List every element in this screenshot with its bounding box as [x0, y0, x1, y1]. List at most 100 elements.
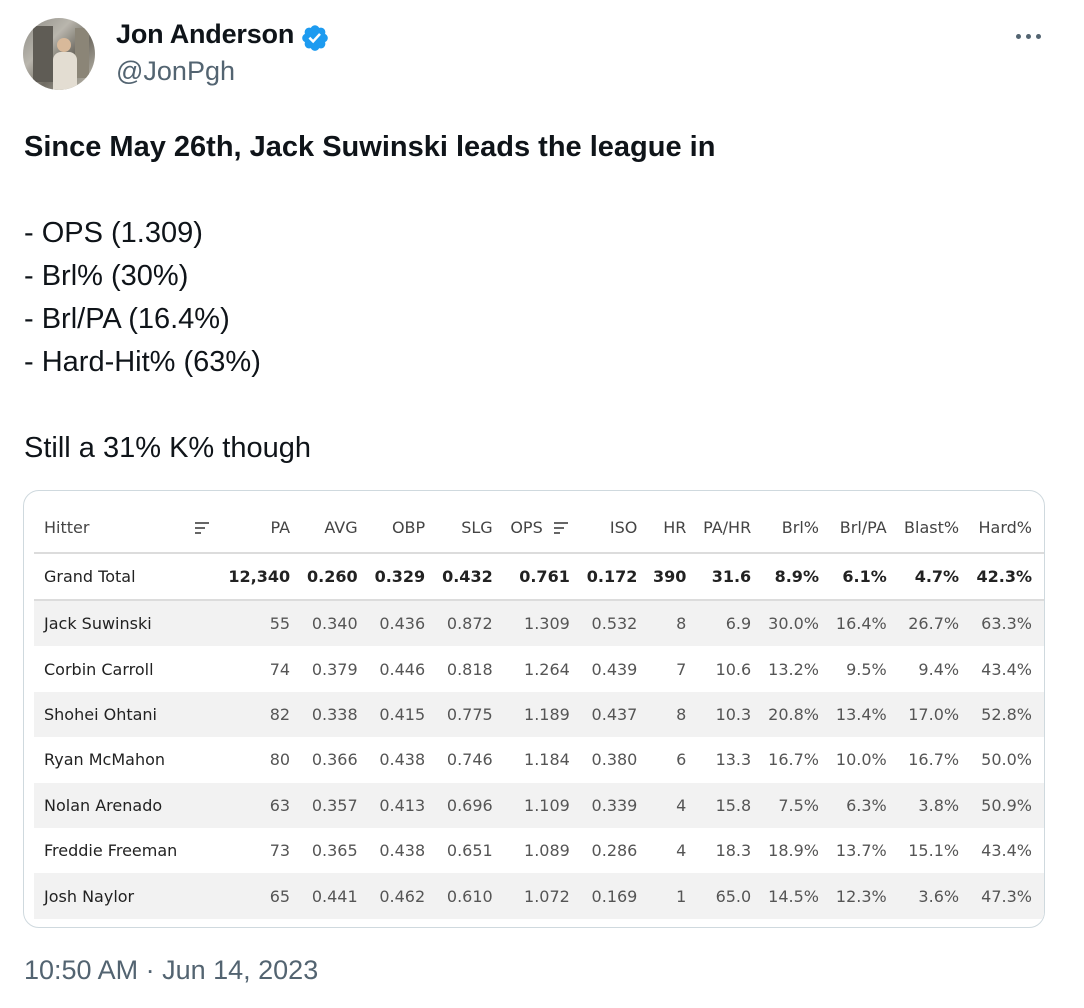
table-cell: 43.4% — [981, 841, 1032, 861]
avatar[interactable] — [23, 18, 95, 90]
column-header: Brl% — [781, 517, 819, 537]
table-cell: 65 — [222, 873, 303, 919]
table-cell: 30.0% — [763, 600, 831, 647]
table-cell: 12,340 — [222, 552, 303, 601]
sort-icon — [553, 522, 568, 534]
table-row: Ryan McMahon 80 0.366 0.438 0.746 1.184 0.380 6… — [34, 737, 1044, 782]
table-cell: 8.9% — [763, 552, 831, 601]
tweet-timestamp[interactable]: 10:50 AM · Jun 14, 2023 — [24, 955, 319, 985]
table-cell: 0.775 — [437, 691, 505, 738]
table-cell: 0.357 — [302, 782, 370, 828]
table-cell: 7.5% — [763, 782, 831, 828]
table-cell: 47.3% — [971, 873, 1044, 919]
table-cell: 0.339 — [581, 782, 650, 828]
more-horizontal-icon[interactable] — [1010, 22, 1046, 50]
table-cell: 1.264 — [524, 659, 570, 679]
table-cell: 0.329 — [369, 552, 438, 601]
table-cell: 1.089 — [524, 841, 570, 861]
table-cell: 0.761 — [504, 552, 582, 601]
table-cell: 16.7% — [908, 750, 960, 770]
sort-icon — [194, 522, 209, 534]
table-cell: 0.380 — [591, 750, 638, 770]
table-cell: 0.365 — [311, 841, 358, 861]
dot — [1035, 33, 1041, 39]
column-header-ops: OPS — [505, 502, 582, 553]
table-row: Josh Naylor 65 0.441 0.462 0.610 1.072 0.169 1 6… — [34, 873, 1044, 919]
table-cell: 15.1% — [908, 841, 960, 861]
table-cell: 6.1% — [830, 552, 899, 601]
table-cell: 6.3% — [830, 782, 899, 828]
table-cell: 13.4% — [830, 691, 899, 738]
table-row: Corbin Carroll 74 0.379 0.446 0.818 1.264 0.43… — [34, 646, 1044, 691]
hitter-name-cell: Nolan Arenado — [34, 782, 223, 828]
table-cell: 0.818 — [446, 659, 493, 679]
table-cell: 0.439 — [591, 659, 638, 679]
table-cell: 0.446 — [379, 659, 426, 679]
hitter-name-cell: Josh Naylor — [34, 873, 223, 919]
tweet-bullet: - Brl/PA (16.4%) — [24, 303, 230, 335]
table-cell: 26.7% — [898, 600, 972, 647]
table-cell: 12.3% — [830, 873, 899, 919]
table-cell: 6 — [676, 750, 687, 770]
table-cell: 31.6 — [698, 552, 764, 601]
table-cell: 1.072 — [504, 873, 582, 919]
table-cell: 73 — [269, 841, 291, 861]
table-cell: 3.6% — [898, 873, 972, 919]
table-cell: 390 — [649, 552, 699, 601]
author-handle[interactable]: @JonPgh — [116, 56, 235, 86]
table-cell: 0.532 — [581, 600, 650, 647]
table-cell: 20.8% — [763, 691, 831, 738]
table-cell: 10.3 — [698, 691, 764, 738]
table-cell: 0.437 — [581, 691, 650, 738]
table-cell: 10.0% — [835, 750, 887, 770]
table-header-row: Hitter PA AVG OBP SLG OPS ISO HR PA/H — [34, 502, 1044, 553]
table-cell: 52.8% — [971, 691, 1044, 738]
table-cell: 0.872 — [437, 600, 505, 647]
grand-total-row: Grand Total 12,340 0.260 0.329 0.432 0.7… — [34, 552, 1044, 601]
table-cell: 0.415 — [369, 691, 438, 738]
avatar-detail — [75, 28, 89, 78]
table-cell: 42.3% — [971, 552, 1044, 601]
table-cell: 0.610 — [437, 873, 505, 919]
table-cell: 8 — [649, 600, 699, 647]
table-cell: 4 — [649, 782, 699, 828]
table-cell: 0.413 — [369, 782, 438, 828]
tweet-headline: Since May 26th, Jack Suwinski leads the … — [24, 131, 716, 163]
table-cell: 1.184 — [524, 750, 570, 770]
column-header: ISO — [609, 517, 638, 537]
table-cell: 4.7% — [898, 552, 972, 601]
table-cell: 50.0% — [981, 750, 1032, 770]
table-cell: 7 — [676, 659, 687, 679]
table-cell: 0.746 — [446, 750, 493, 770]
table-cell: 16.7% — [768, 750, 819, 770]
table-row: Nolan Arenado 63 0.357 0.413 0.696 1.109 0.339… — [34, 782, 1044, 828]
column-header: SLG — [461, 517, 493, 537]
table-cell: 14.5% — [763, 873, 831, 919]
tweet-text: Since May 26th, Jack Suwinski leads the … — [24, 126, 1054, 470]
table-cell: 17.0% — [898, 691, 972, 738]
table-row: Jack Suwinski 55 0.340 0.436 0.872 1.309 0.532… — [34, 600, 1044, 647]
table-cell: 0.169 — [581, 873, 650, 919]
column-header: HR — [663, 517, 687, 537]
table-cell: 10.6 — [715, 659, 752, 679]
table-cell: 82 — [222, 691, 303, 738]
table-cell: 6.9 — [698, 600, 764, 647]
table-cell: Grand Total — [34, 552, 223, 601]
avatar-detail — [57, 38, 71, 52]
table-cell: 0.441 — [302, 873, 370, 919]
table-row: Freddie Freeman 73 0.365 0.438 0.651 1.089 0.2… — [34, 828, 1044, 873]
tweet-bullet: - Brl% (30%) — [24, 260, 189, 292]
table-cell: 0.172 — [581, 552, 650, 601]
column-header: OBP — [391, 517, 426, 537]
table-cell: 0.379 — [311, 659, 358, 679]
table-cell: 63 — [222, 782, 303, 828]
table-cell: 55 — [222, 600, 303, 647]
table-cell: 9.5% — [846, 659, 887, 679]
table-cell: 0.438 — [379, 750, 426, 770]
table-cell: 0.366 — [311, 750, 358, 770]
table-cell: 0.338 — [302, 691, 370, 738]
author-name[interactable]: Jon Anderson — [116, 19, 295, 49]
stats-image[interactable]: Hitter PA AVG OBP SLG OPS ISO HR PA/H — [23, 490, 1045, 928]
verified-badge-icon — [302, 25, 328, 51]
table-cell: 18.9% — [768, 841, 819, 861]
